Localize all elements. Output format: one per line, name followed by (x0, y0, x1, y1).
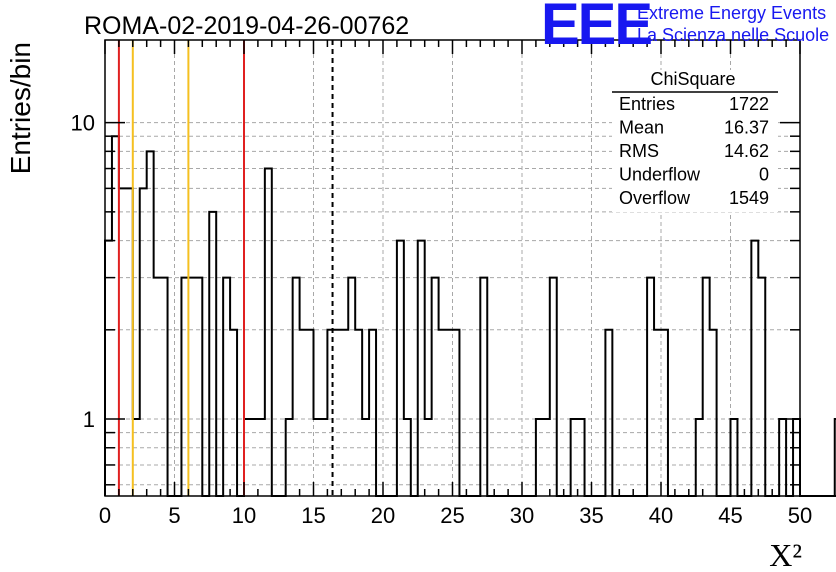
histogram-bin (195, 278, 202, 496)
run-title: ROMA-02-2019-04-26-00762 (84, 12, 409, 40)
x-tick-label: 20 (371, 503, 395, 528)
histogram-bin (710, 330, 717, 496)
y-tick-label: 1 (83, 407, 95, 432)
logo-mark: EEE (541, 0, 651, 57)
logo-line2: La Scienza nelle Scuole (637, 25, 829, 45)
stats-label: Underflow (619, 165, 701, 185)
histogram-bin (418, 241, 425, 496)
stats-label: Entries (619, 94, 675, 114)
x-tick-label: 45 (718, 503, 742, 528)
logo-line1: Extreme Energy Events (637, 3, 826, 23)
stats-label: RMS (619, 141, 659, 161)
histogram-bin (703, 278, 710, 496)
stats-title: ChiSquare (650, 69, 735, 89)
histogram-bin (369, 330, 376, 496)
stats-value: 16.37 (724, 118, 769, 138)
stats-background (612, 70, 778, 212)
x-tick-label: 10 (232, 503, 256, 528)
histogram-bin (265, 169, 272, 496)
x-tick-label: 35 (579, 503, 603, 528)
x-tick-label: 5 (168, 503, 180, 528)
y-tick-label: 10 (71, 111, 95, 136)
histogram-bin (230, 330, 237, 496)
histogram-bin (397, 241, 404, 496)
histogram-bin (661, 330, 668, 496)
histogram-bin (140, 188, 147, 496)
x-axis-title: X² (769, 537, 802, 572)
histogram-bin (348, 278, 355, 496)
histogram-bin (307, 330, 314, 496)
histogram-bin (453, 330, 460, 496)
stats-label: Mean (619, 118, 664, 138)
stats-value: 1722 (729, 94, 769, 114)
histogram-bin (112, 136, 119, 496)
histogram-bin (126, 188, 133, 496)
histogram-bin (188, 278, 195, 496)
stats-value: 1549 (729, 188, 769, 208)
histogram-bin (355, 330, 362, 496)
reference-lines (117, 40, 334, 496)
stats-label: Overflow (619, 188, 691, 208)
histogram-bin (209, 212, 216, 496)
stats-box: ChiSquare Entries 1722 Mean 16.37 RMS 14.62 Un… (612, 69, 778, 212)
x-tick-label: 15 (301, 503, 325, 528)
x-tick-label: 50 (788, 503, 812, 528)
x-tick-label: 30 (510, 503, 534, 528)
stats-value: 14.62 (724, 141, 769, 161)
histogram-bin (147, 151, 154, 496)
histogram-bin (751, 241, 758, 496)
histogram-bin (446, 330, 453, 496)
histogram-bin (181, 278, 188, 496)
eee-logo: EEE Extreme Energy Events La Scienza nel… (541, 0, 829, 57)
histogram-bin (161, 278, 168, 496)
histogram-bin (341, 330, 348, 496)
histogram-bin (605, 330, 612, 496)
histogram-bin (334, 330, 341, 496)
axis-ticks (104, 40, 801, 496)
histogram-bin (119, 188, 126, 496)
stats-rows: Entries 1722 Mean 16.37 RMS 14.62 Underflow 0 Ov… (619, 94, 769, 208)
histogram-bin (105, 241, 112, 496)
x-tick-label: 0 (99, 503, 111, 528)
x-tick-label: 40 (649, 503, 673, 528)
histogram-bin (300, 330, 307, 496)
histogram-bin (550, 278, 557, 496)
histogram-bin (439, 330, 446, 496)
x-tick-labels: 0 5 10 15 20 25 30 35 40 45 50 (99, 503, 812, 528)
histogram-bin (432, 278, 439, 496)
y-tick-labels: 1 10 (71, 111, 95, 432)
histogram-bin (758, 278, 765, 496)
histogram-bin (654, 330, 661, 496)
histogram-bin (154, 278, 161, 496)
x-tick-label: 25 (440, 503, 464, 528)
histogram-bin (647, 278, 654, 496)
y-axis-title: Entries/bin (5, 42, 36, 174)
grid (105, 40, 800, 496)
histogram-bin (480, 278, 487, 496)
histogram-bin (223, 278, 230, 496)
stats-value: 0 (759, 165, 769, 185)
histogram-bin (293, 278, 300, 496)
